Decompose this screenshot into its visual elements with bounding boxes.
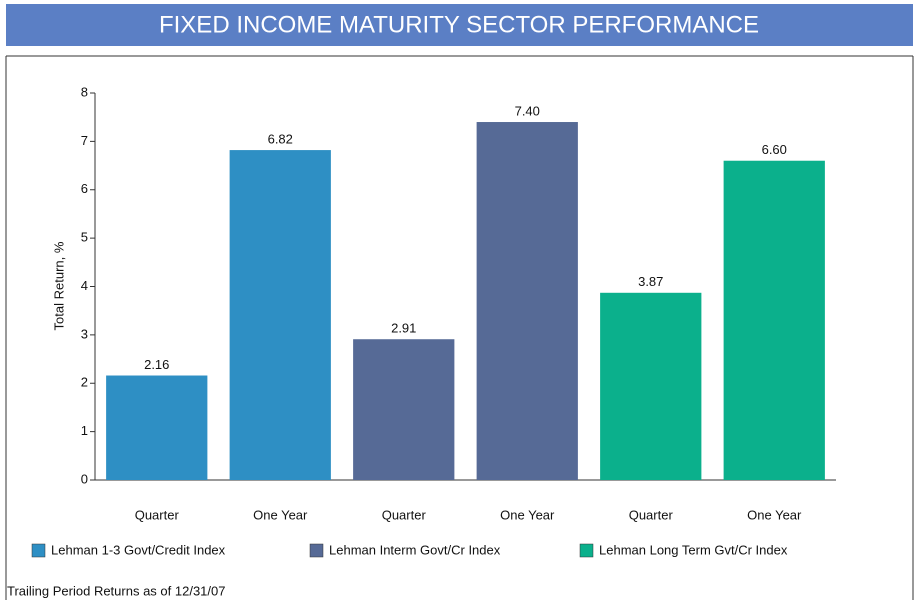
bar	[476, 122, 578, 481]
value-label: 7.40	[515, 103, 540, 118]
value-label: 6.82	[268, 132, 293, 147]
value-label: 2.91	[391, 321, 416, 336]
x-tick-label: One Year	[253, 507, 308, 522]
value-label: 2.16	[144, 357, 169, 372]
x-tick-label: One Year	[500, 507, 555, 522]
value-label: 3.87	[638, 274, 663, 289]
y-tick-label: 8	[81, 84, 88, 99]
y-tick-label: 6	[81, 181, 88, 196]
legend-label: Lehman Interm Govt/Cr Index	[329, 542, 501, 557]
legend-swatch	[31, 543, 46, 558]
bar	[723, 160, 825, 480]
y-tick-label: 2	[81, 375, 88, 390]
y-tick-label: 4	[81, 278, 88, 293]
legend-swatch	[309, 543, 324, 558]
x-tick-label: One Year	[747, 507, 802, 522]
bar	[106, 375, 208, 480]
y-tick-label: 5	[81, 230, 88, 245]
legend-label: Lehman 1-3 Govt/Credit Index	[51, 542, 226, 557]
legend-swatch	[579, 543, 594, 558]
x-tick-label: Quarter	[135, 507, 180, 522]
y-tick-label: 1	[81, 423, 88, 438]
x-tick-label: Quarter	[382, 507, 427, 522]
footnote: Trailing Period Returns as of 12/31/07	[7, 583, 225, 598]
bar	[600, 292, 702, 480]
value-label: 6.60	[762, 142, 787, 157]
y-axis-label: Total Return, %	[51, 241, 66, 330]
y-tick-label: 7	[81, 133, 88, 148]
legend-label: Lehman Long Term Gvt/Cr Index	[599, 542, 788, 557]
bar	[229, 150, 331, 480]
x-tick-label: Quarter	[629, 507, 674, 522]
bar	[353, 339, 455, 480]
y-tick-label: 0	[81, 471, 88, 486]
y-tick-label: 3	[81, 326, 88, 341]
title-bar	[6, 4, 913, 46]
chart-title: FIXED INCOME MATURITY SECTOR PERFORMANCE	[159, 11, 759, 38]
